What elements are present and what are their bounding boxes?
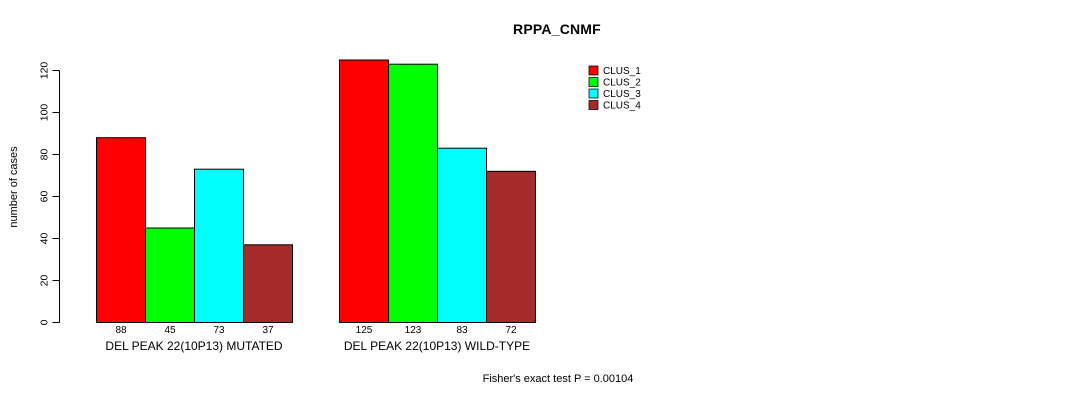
legend-swatch-clus_3 <box>588 88 599 99</box>
bar-clus_4-group1 <box>243 244 293 323</box>
bar-value-label: 45 <box>164 325 176 336</box>
y-axis-title: number of cases <box>8 146 20 228</box>
bar-value-label: 83 <box>456 325 468 336</box>
bar-clus_1-group1 <box>96 137 146 323</box>
bar-clus_2-group1 <box>145 227 195 323</box>
legend-swatch-clus_4 <box>588 100 599 110</box>
fisher-test-note: Fisher's exact test P = 0.00104 <box>482 373 634 385</box>
bar-value-label: 37 <box>262 325 274 336</box>
bar-value-label: 125 <box>356 325 373 336</box>
x-category-label: DEL PEAK 22(10P13) MUTATED <box>105 339 283 353</box>
legend-swatch-clus_2 <box>588 77 599 87</box>
bar-clus_1-group2 <box>339 59 389 323</box>
legend-label-clus_3: CLUS_3 <box>603 89 641 100</box>
y-tick-label: 20 <box>39 275 51 287</box>
bar-value-label: 73 <box>213 325 225 336</box>
y-tick-label: 100 <box>39 104 51 122</box>
bar-clus_3-group2 <box>437 147 487 323</box>
legend-swatch-clus_1 <box>588 65 599 76</box>
bar-value-label: 123 <box>405 325 422 336</box>
bar-clus_3-group1 <box>194 168 244 323</box>
legend-label-clus_4: CLUS_4 <box>603 101 641 112</box>
legend-label-clus_2: CLUS_2 <box>603 78 641 89</box>
y-tick-label: 80 <box>39 149 51 161</box>
bar-value-label: 72 <box>505 325 517 336</box>
bar-clus_4-group2 <box>486 170 536 323</box>
bar-value-label: 88 <box>115 325 127 336</box>
bar-clus_2-group2 <box>388 63 438 323</box>
legend-label-clus_1: CLUS_1 <box>603 66 641 77</box>
x-category-label: DEL PEAK 22(10P13) WILD-TYPE <box>344 339 530 353</box>
y-tick-label: 60 <box>39 191 51 203</box>
y-tick-label: 40 <box>39 233 51 245</box>
chart-title: RPPA_CNMF <box>513 21 601 37</box>
y-tick-label: 120 <box>39 62 51 80</box>
y-tick-label: 0 <box>39 319 51 325</box>
